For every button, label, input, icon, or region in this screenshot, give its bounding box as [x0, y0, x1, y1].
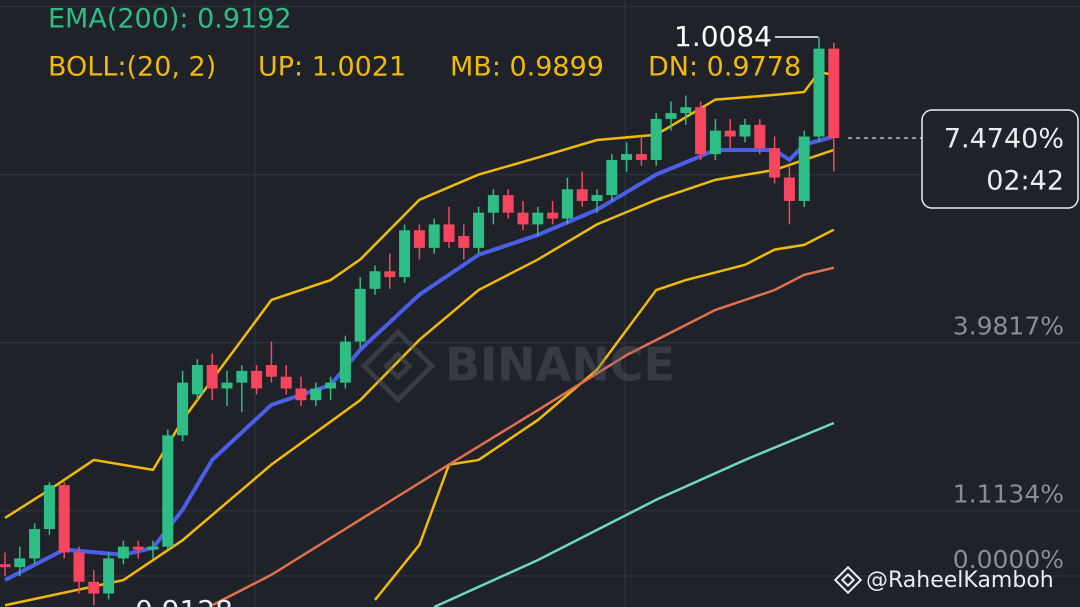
candle-body	[325, 382, 337, 389]
indicator-line	[4, 70, 835, 519]
candle-body	[29, 529, 41, 559]
candle-body	[43, 485, 55, 530]
candle-body	[769, 148, 781, 178]
candle-body	[487, 195, 499, 213]
y-tick-label: 1.1134%	[953, 480, 1064, 509]
legend-boll: BOLL:(20, 2)	[48, 52, 216, 83]
candle-body	[147, 546, 159, 550]
candle-body	[221, 382, 233, 389]
candle-body	[280, 376, 292, 389]
candle-body	[650, 118, 662, 160]
legend-mb: MB: 0.9899	[450, 52, 604, 83]
candle-body	[73, 552, 85, 582]
candle-body	[828, 48, 840, 139]
candle-body	[547, 212, 559, 219]
candle-body	[739, 124, 751, 137]
price-tag-box	[921, 109, 1079, 209]
candle-body	[798, 136, 810, 201]
indicator-line	[211, 266, 835, 607]
candle-body	[428, 224, 440, 248]
candle-body	[295, 388, 307, 401]
legend-ema: EMA(200): 0.9192	[48, 4, 292, 35]
candle-body	[502, 195, 514, 213]
candle-body	[606, 159, 618, 196]
indicator-line	[4, 148, 835, 607]
candle-body	[251, 370, 263, 389]
candle-body	[783, 177, 795, 201]
candle-body	[517, 212, 529, 225]
indicator-line	[433, 421, 835, 607]
candle-body	[354, 288, 366, 342]
candle-body	[813, 48, 825, 137]
candle-body	[709, 130, 721, 155]
candle-body	[339, 341, 351, 383]
candle-body	[132, 546, 144, 550]
candle-body	[724, 130, 736, 137]
y-tick-label: 3.9817%	[953, 312, 1064, 341]
candle-body	[443, 224, 455, 242]
candle-body	[665, 113, 677, 119]
watermark-text: BINANCE	[445, 338, 675, 392]
candle-body	[576, 189, 588, 201]
price-tag-label: 7.4740%	[944, 124, 1064, 155]
candle-body	[458, 236, 470, 248]
candle-body	[58, 485, 70, 553]
candle-body	[413, 230, 425, 248]
candle-body	[177, 382, 189, 436]
candle-body	[695, 107, 707, 155]
candle-body	[680, 107, 692, 114]
candle-body	[162, 435, 174, 547]
candle-body	[103, 558, 115, 594]
candle-body	[0, 564, 11, 568]
candle-body	[88, 581, 100, 594]
y-tick-label: 9.7184%	[953, 0, 1064, 5]
candle-body	[236, 370, 248, 383]
candle-body	[14, 558, 26, 568]
legend-up: UP: 1.0021	[258, 52, 406, 83]
candle-body	[265, 365, 277, 377]
candle-body	[621, 154, 633, 160]
candle-body	[473, 212, 485, 248]
candle-body	[399, 230, 411, 278]
candle-body	[561, 189, 573, 219]
indicator-line	[374, 228, 835, 601]
countdown: 02:42	[986, 166, 1064, 197]
watermark: BINANCE	[360, 328, 675, 404]
candle-body	[532, 212, 544, 225]
candle-body	[206, 365, 218, 389]
candle-body	[117, 546, 129, 559]
candle-body	[754, 124, 766, 149]
candle-body	[384, 271, 396, 278]
low-label: 0.9128	[135, 594, 233, 607]
candle-body	[635, 154, 647, 160]
high-label: 1.0084	[674, 20, 772, 53]
candle-body	[369, 271, 381, 289]
candle-body	[591, 195, 603, 201]
candle-body	[310, 388, 322, 401]
candle-body	[191, 365, 203, 395]
credit-text: @RaheelKamboh	[866, 568, 1054, 593]
y-tick-label: 0.0000%	[953, 545, 1064, 574]
legend-dn: DN: 0.9778	[648, 52, 801, 83]
plot: 7.4740% 02:42	[0, 36, 1079, 606]
credit: @RaheelKamboh	[833, 565, 1054, 595]
